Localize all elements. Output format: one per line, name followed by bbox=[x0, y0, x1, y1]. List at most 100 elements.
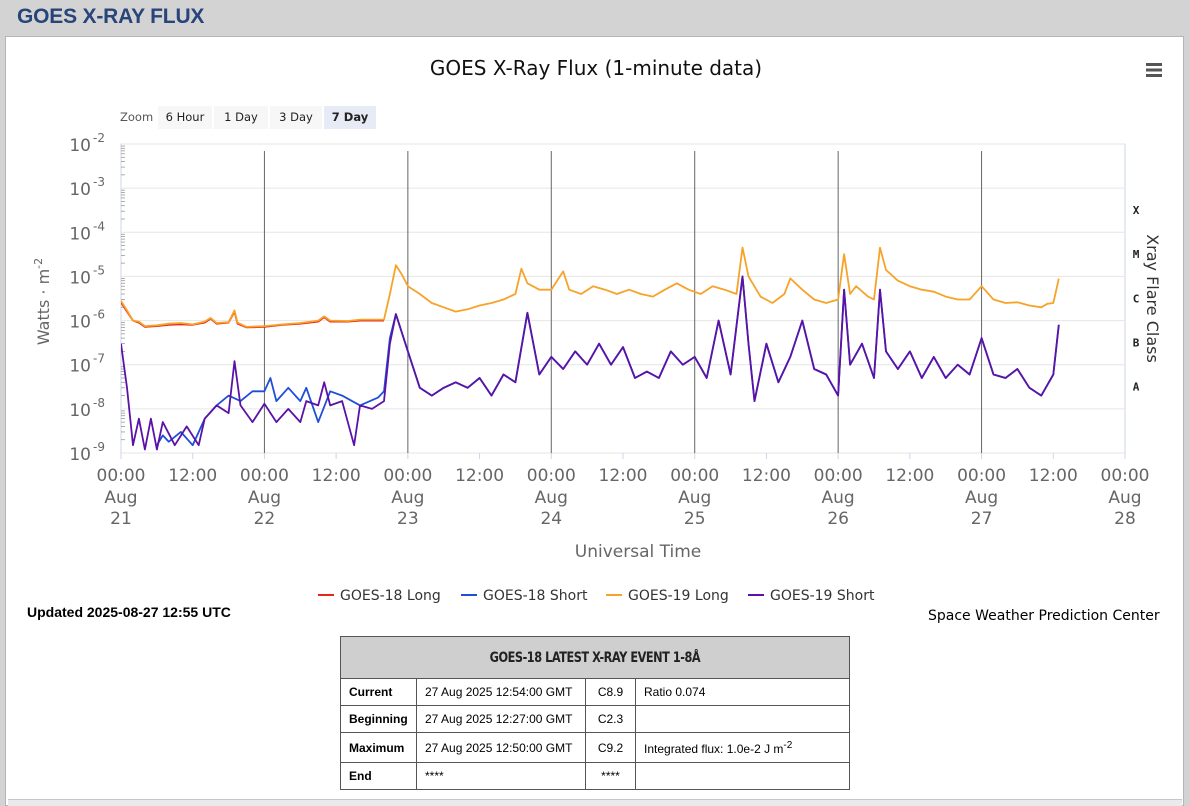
legend-item-goes-19-long[interactable]: GOES-19 Long bbox=[606, 588, 729, 604]
event-row: Beginning 27 Aug 2025 12:27:00 GMT C2.3 bbox=[340, 705, 850, 733]
chart-panel: GOES X-Ray Flux (1-minute data) Zoom 6 Ho… bbox=[5, 36, 1184, 806]
y-tick-exponent: -2 bbox=[93, 131, 105, 145]
series-line-goes-19-long bbox=[121, 246, 1060, 328]
legend: GOES-18 Long GOES-18 Short GOES-19 Long GOE… bbox=[318, 588, 875, 604]
y-tick-label: 10 bbox=[69, 268, 91, 288]
y-tick-label: 10 bbox=[69, 224, 91, 244]
event-cell-label: Current bbox=[340, 678, 417, 706]
event-cell-cls: **** bbox=[585, 762, 636, 790]
y-tick-exponent: -8 bbox=[93, 396, 105, 410]
zoom-button-bg[interactable] bbox=[214, 106, 268, 129]
legend-item-goes-19-short[interactable]: GOES-19 Short bbox=[748, 588, 875, 604]
plot-frame bbox=[120, 143, 1126, 454]
event-row: Maximum 27 Aug 2025 12:50:00 GMT C9.2 Integ… bbox=[340, 732, 850, 763]
x-tick-month: Aug bbox=[1108, 488, 1141, 508]
page-title: GOES X-RAY FLUX bbox=[17, 5, 205, 28]
xray-flux-chart: GOES X-Ray Flux (1-minute data) Zoom 6 Ho… bbox=[6, 37, 1183, 617]
x-tick-label: 12:00 bbox=[1029, 466, 1078, 486]
y-tick-exponent: -6 bbox=[93, 308, 105, 322]
y-axis-label-exponent: -2 bbox=[32, 258, 45, 269]
flare-class-label: M bbox=[1133, 248, 1140, 261]
event-cell-cls: C8.9 bbox=[585, 678, 636, 706]
event-cell-label: Maximum bbox=[340, 732, 417, 763]
zoom-button-label[interactable]: 1 Day bbox=[224, 110, 258, 124]
event-cell-exponent: -2 bbox=[783, 739, 793, 751]
x-tick-label: 00:00 bbox=[1101, 466, 1150, 486]
bottom-strip bbox=[8, 799, 1182, 806]
x-tick-day: 28 bbox=[1114, 509, 1136, 529]
x-tick-label: 12:00 bbox=[168, 466, 217, 486]
x-tick-label: 00:00 bbox=[240, 466, 289, 486]
x-tick-day: 22 bbox=[254, 509, 276, 529]
x-tick-day: 24 bbox=[540, 509, 562, 529]
event-cell-time: 27 Aug 2025 12:27:00 GMT bbox=[416, 705, 586, 733]
legend-item-goes-18-short[interactable]: GOES-18 Short bbox=[461, 588, 588, 604]
event-table-header-row: GOES-18 LATEST X-RAY EVENT 1-8Å bbox=[340, 636, 850, 679]
x-tick-label: 12:00 bbox=[742, 466, 791, 486]
x-tick-month: Aug bbox=[678, 488, 711, 508]
x-axis-label: Universal Time bbox=[575, 542, 701, 562]
y-tick-exponent: -4 bbox=[93, 219, 105, 233]
hamburger-menu-icon[interactable] bbox=[1146, 63, 1162, 77]
event-table-title-text: GOES-18 LATEST X-RAY EVENT 1-8Å bbox=[489, 649, 701, 666]
x-tick-label: 12:00 bbox=[455, 466, 504, 486]
event-cell-extra bbox=[635, 762, 850, 790]
x-tick-label: 00:00 bbox=[957, 466, 1006, 486]
y2-axis-label: Xray Flare Class bbox=[1143, 234, 1162, 363]
y-tick-exponent: -3 bbox=[93, 175, 105, 189]
x-tick-label: 00:00 bbox=[814, 466, 863, 486]
event-cell-extra bbox=[635, 705, 850, 733]
legend-label[interactable]: GOES-19 Long bbox=[628, 588, 729, 604]
x-tick-month: Aug bbox=[248, 488, 281, 508]
zoom-button-label[interactable]: 6 Hour bbox=[166, 110, 205, 124]
zoom-button-7-day[interactable]: 7 Day bbox=[324, 106, 376, 129]
legend-label[interactable]: GOES-18 Long bbox=[340, 588, 441, 604]
x-tick-month: Aug bbox=[391, 488, 424, 508]
page-header: GOES X-RAY FLUX bbox=[0, 0, 1190, 36]
y-tick-label: 10 bbox=[69, 180, 91, 200]
x-tick-day: 23 bbox=[397, 509, 419, 529]
legend-label[interactable]: GOES-19 Short bbox=[770, 588, 875, 604]
y-tick-label: 10 bbox=[69, 357, 91, 377]
event-table-title: GOES-18 LATEST X-RAY EVENT 1-8Å bbox=[340, 636, 850, 679]
legend-item-goes-18-long[interactable]: GOES-18 Long bbox=[318, 588, 441, 604]
event-cell-time: **** bbox=[416, 762, 586, 790]
y-tick-label: 10 bbox=[69, 136, 91, 156]
zoom-button-bg[interactable] bbox=[158, 106, 212, 129]
y-axis-label-text: Watts · m-2 bbox=[32, 258, 53, 345]
zoom-controls: Zoom 6 Hour 1 Day 3 Day 7 Day bbox=[120, 106, 376, 129]
legend-label[interactable]: GOES-18 Short bbox=[483, 588, 588, 604]
zoom-button-label[interactable]: 3 Day bbox=[279, 110, 313, 124]
y-tick-exponent: -7 bbox=[93, 352, 105, 366]
x-tick-label: 00:00 bbox=[97, 466, 146, 486]
flare-class-label: A bbox=[1133, 381, 1140, 394]
zoom-button-bg[interactable] bbox=[324, 106, 376, 129]
y-tick-exponent: -9 bbox=[93, 440, 105, 454]
y2-axis-label-text: Xray Flare Class bbox=[1143, 234, 1162, 363]
zoom-button-bg[interactable] bbox=[270, 106, 322, 129]
updated-timestamp: Updated 2025-08-27 12:55 UTC bbox=[27, 604, 231, 620]
chart-title: GOES X-Ray Flux (1-minute data) bbox=[430, 56, 762, 80]
zoom-button-1-day[interactable]: 1 Day bbox=[214, 106, 268, 129]
x-tick-month: Aug bbox=[965, 488, 998, 508]
event-cell-label: Beginning bbox=[340, 705, 417, 733]
event-table-body: Current 27 Aug 2025 12:54:00 GMT C8.9 Ratio… bbox=[340, 678, 850, 790]
x-tick-day: 27 bbox=[971, 509, 993, 529]
event-cell-cls: C9.2 bbox=[585, 732, 636, 763]
event-cell-time: 27 Aug 2025 12:50:00 GMT bbox=[416, 732, 586, 763]
x-tick-label: 00:00 bbox=[527, 466, 576, 486]
y-tick-label: 10 bbox=[69, 401, 91, 421]
zoom-button-3-day[interactable]: 3 Day bbox=[270, 106, 322, 129]
plot-area: 10-210-310-410-510-610-710-810 -900:00Aug… bbox=[32, 131, 1162, 562]
event-cell-time: 27 Aug 2025 12:54:00 GMT bbox=[416, 678, 586, 706]
x-tick-day: 26 bbox=[827, 509, 849, 529]
x-tick-day: 25 bbox=[684, 509, 706, 529]
zoom-button-label[interactable]: 7 Day bbox=[332, 110, 369, 124]
x-tick-month: Aug bbox=[104, 488, 137, 508]
event-cell-extra: Integrated flux: 1.0e-2 J m-2 bbox=[635, 732, 850, 763]
zoom-button-6-hour[interactable]: 6 Hour bbox=[158, 106, 212, 129]
flare-class-label: X bbox=[1133, 204, 1140, 217]
event-cell-label: End bbox=[340, 762, 417, 790]
x-tick-label: 00:00 bbox=[383, 466, 432, 486]
x-tick-month: Aug bbox=[822, 488, 855, 508]
